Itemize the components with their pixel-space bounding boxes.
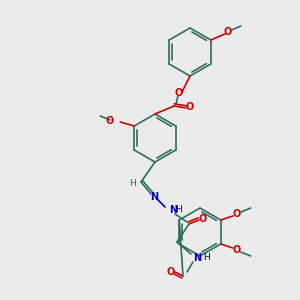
Text: O: O	[186, 102, 194, 112]
Text: N: N	[169, 205, 177, 215]
Text: H: H	[203, 254, 210, 262]
Text: O: O	[233, 209, 241, 219]
Text: O: O	[167, 267, 175, 277]
Text: O: O	[175, 88, 183, 98]
Text: N: N	[193, 253, 201, 263]
Text: H: H	[175, 206, 182, 214]
Text: N: N	[150, 192, 158, 202]
Text: O: O	[106, 116, 114, 126]
Text: O: O	[199, 214, 207, 224]
Text: H: H	[129, 178, 136, 188]
Text: O: O	[224, 27, 232, 37]
Text: O: O	[233, 245, 241, 255]
